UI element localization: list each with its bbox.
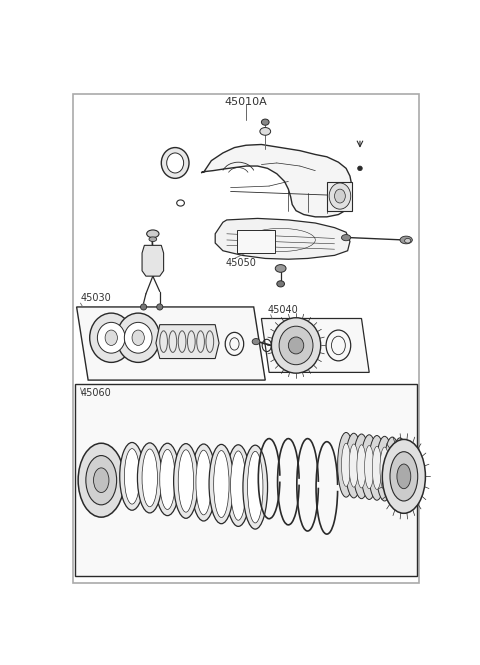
Polygon shape	[327, 182, 352, 211]
Ellipse shape	[167, 153, 184, 173]
Ellipse shape	[369, 436, 385, 500]
Ellipse shape	[337, 432, 355, 497]
Ellipse shape	[357, 445, 366, 488]
Ellipse shape	[376, 436, 393, 501]
Polygon shape	[262, 319, 369, 372]
Ellipse shape	[260, 128, 271, 135]
Ellipse shape	[248, 452, 263, 523]
Ellipse shape	[380, 447, 389, 490]
Ellipse shape	[192, 444, 216, 521]
Ellipse shape	[275, 265, 286, 272]
Ellipse shape	[397, 464, 411, 489]
Bar	[237, 230, 275, 253]
Ellipse shape	[137, 443, 162, 513]
Ellipse shape	[214, 451, 229, 517]
Text: 45040: 45040	[267, 305, 298, 315]
Ellipse shape	[390, 452, 418, 501]
Ellipse shape	[147, 230, 159, 237]
Ellipse shape	[353, 434, 370, 499]
Ellipse shape	[132, 330, 144, 345]
Ellipse shape	[262, 119, 269, 125]
Polygon shape	[215, 218, 350, 259]
Ellipse shape	[178, 450, 193, 512]
Ellipse shape	[329, 183, 351, 209]
Polygon shape	[142, 245, 164, 276]
Ellipse shape	[335, 189, 345, 203]
Polygon shape	[156, 325, 219, 358]
Ellipse shape	[78, 444, 124, 517]
Ellipse shape	[400, 236, 412, 244]
Ellipse shape	[341, 444, 351, 486]
Ellipse shape	[230, 451, 246, 520]
Ellipse shape	[124, 449, 140, 504]
Ellipse shape	[161, 148, 189, 178]
Ellipse shape	[97, 323, 125, 353]
Polygon shape	[75, 384, 417, 577]
Ellipse shape	[384, 437, 401, 502]
Ellipse shape	[349, 444, 359, 487]
Ellipse shape	[90, 313, 133, 362]
Ellipse shape	[243, 445, 267, 529]
Ellipse shape	[142, 449, 157, 507]
Ellipse shape	[392, 438, 408, 503]
Ellipse shape	[105, 330, 118, 345]
Ellipse shape	[156, 304, 163, 310]
Ellipse shape	[279, 327, 313, 364]
Ellipse shape	[252, 338, 260, 344]
Ellipse shape	[94, 468, 109, 493]
Ellipse shape	[341, 235, 351, 241]
Text: 45050: 45050	[225, 259, 256, 269]
Ellipse shape	[361, 435, 378, 499]
Ellipse shape	[382, 440, 425, 513]
Ellipse shape	[174, 444, 198, 518]
Ellipse shape	[149, 237, 156, 241]
Text: 45030: 45030	[81, 293, 111, 303]
Ellipse shape	[372, 446, 382, 489]
Ellipse shape	[277, 281, 285, 287]
Ellipse shape	[117, 313, 160, 362]
Ellipse shape	[155, 444, 180, 515]
Ellipse shape	[124, 323, 152, 353]
Ellipse shape	[141, 304, 147, 310]
Ellipse shape	[226, 445, 251, 527]
Text: 45010A: 45010A	[225, 96, 267, 107]
Ellipse shape	[209, 444, 234, 524]
Ellipse shape	[365, 446, 374, 489]
Ellipse shape	[196, 450, 211, 515]
Ellipse shape	[396, 449, 405, 491]
Ellipse shape	[271, 318, 321, 373]
Ellipse shape	[288, 337, 304, 354]
Polygon shape	[201, 144, 352, 217]
Ellipse shape	[405, 239, 411, 243]
Ellipse shape	[160, 450, 175, 509]
Ellipse shape	[86, 456, 117, 505]
Text: 45060: 45060	[81, 388, 111, 398]
Ellipse shape	[120, 442, 144, 510]
Polygon shape	[77, 307, 265, 380]
Ellipse shape	[358, 166, 362, 171]
Ellipse shape	[345, 433, 362, 498]
Ellipse shape	[388, 448, 397, 491]
